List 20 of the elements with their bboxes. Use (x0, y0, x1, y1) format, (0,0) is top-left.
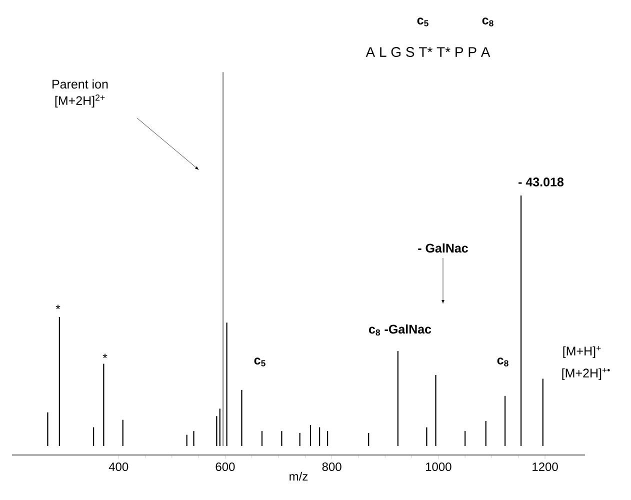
x-tick-label: 1200 (532, 462, 558, 472)
x-tick-label: 800 (322, 462, 342, 472)
annotation: Parent ion (52, 79, 108, 89)
annotation: c$_{8}$ -GalNac (368, 324, 432, 336)
x-tick-label: 1000 (426, 462, 452, 472)
annotation: * (56, 304, 60, 310)
text: A L G S T* T* P P A (366, 47, 490, 57)
text: c$_{5}$ (417, 18, 428, 26)
annotation: - GalNac (418, 243, 468, 253)
annotation: [M+2H]$^{+•}$ (562, 368, 610, 380)
annotation: [M+2H]$^{2+}$ (55, 94, 105, 108)
annotation: c$_{8}$ (497, 358, 508, 366)
annotation: c$_{5}$ (254, 358, 266, 366)
x-axis-title: m/z (290, 472, 308, 481)
annotation: [M+H]$^{+}$ (563, 346, 601, 358)
annotation: - 43.018 (518, 178, 564, 186)
x-tick-label: 600 (216, 462, 235, 472)
text: c$_{8}$ (482, 18, 494, 26)
annotation: * (102, 354, 108, 358)
x-tick-label: 400 (108, 462, 128, 472)
